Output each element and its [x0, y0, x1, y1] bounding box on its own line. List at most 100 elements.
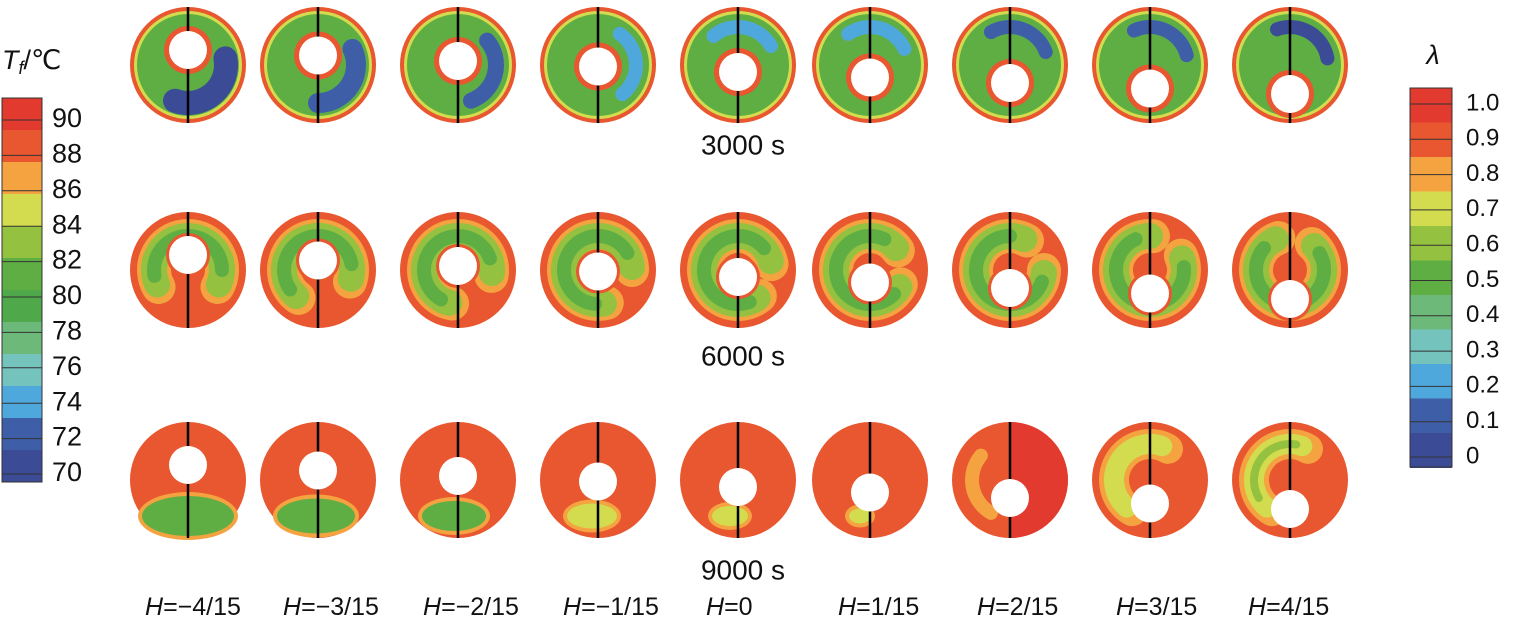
time-label: 9000 s: [701, 554, 785, 585]
variable: H: [423, 593, 442, 621]
cold-region: [462, 32, 504, 109]
variable: H: [977, 593, 996, 621]
hole: [1271, 75, 1309, 113]
colorbar-segment: [1410, 295, 1452, 330]
hole: [1131, 274, 1169, 313]
colorbar-label: 0.9: [1466, 125, 1499, 152]
colorbar-segment: [1410, 88, 1452, 123]
colorbar-label: 78: [52, 316, 82, 346]
hole: [579, 252, 617, 291]
hole: [439, 457, 477, 495]
colorbar-label: 72: [52, 422, 82, 452]
colorbar-label: 1.0: [1466, 89, 1499, 116]
hole: [1131, 69, 1169, 108]
colorbar-frame: [1, 97, 43, 483]
colorbar-label: 0.8: [1466, 160, 1499, 187]
variable: H: [838, 593, 857, 621]
cool-blob: [567, 503, 617, 529]
hole: [1131, 484, 1169, 523]
cold-region: [1126, 20, 1194, 63]
value: =1/15: [856, 593, 919, 621]
column-label: H=2/15: [977, 593, 1058, 621]
colorbar-label: 0.1: [1466, 407, 1499, 434]
hole: [1271, 280, 1309, 318]
colorbar-label: 0.6: [1466, 231, 1499, 258]
hole: [579, 47, 617, 86]
ring-plot: [130, 7, 246, 123]
ring-plot: [1232, 422, 1348, 538]
colorbar-segment: [2, 354, 42, 387]
variable: H: [563, 593, 582, 621]
value: =−3/15: [301, 593, 379, 621]
colorbar-segment: [2, 226, 42, 259]
column-label: H=0: [706, 593, 753, 621]
colorbar-segment: [1410, 364, 1452, 399]
column-labels: H=−4/15 H=−3/15 H=−2/15 H=−1/15 H=0 H=1/15 H=2…: [145, 593, 1329, 621]
hole: [851, 263, 889, 302]
colorbar-segment: [2, 290, 42, 323]
colorbar-segment: [2, 322, 42, 355]
hole: [1271, 490, 1309, 528]
hole: [169, 446, 207, 484]
hole: [439, 42, 477, 80]
ring-plot: [812, 422, 928, 538]
value: =−1/15: [581, 593, 659, 621]
right-colorbar-title: λ: [1424, 40, 1439, 70]
colorbar-label: 84: [52, 209, 82, 239]
cool-core: [557, 229, 635, 311]
hole: [299, 241, 337, 280]
colorbar-segment: [1410, 329, 1452, 365]
colorbar-label: 0.5: [1466, 266, 1499, 293]
colorbar-label: 0: [1466, 442, 1479, 469]
variable: H: [1248, 593, 1267, 621]
value: =−2/15: [441, 593, 519, 621]
colorbar-segment: [2, 98, 42, 131]
ring-plot: [540, 212, 656, 328]
ring-plot: [952, 422, 1068, 538]
column-label: H=−2/15: [423, 593, 519, 621]
ring-plot: [400, 422, 516, 538]
colorbar-segment: [2, 450, 42, 483]
ring-plot: [400, 7, 516, 123]
cool-core: [417, 229, 497, 307]
cold-region: [308, 38, 366, 113]
cool-blob: [712, 506, 748, 526]
ring-plot: [680, 212, 796, 328]
time-label: 3000 s: [701, 129, 785, 160]
variable: H: [1116, 593, 1135, 621]
cold-region: [841, 20, 912, 56]
colorbar-segment: [2, 418, 42, 451]
unit: /℃: [24, 45, 62, 75]
colorbar-label: 74: [52, 386, 82, 416]
colorbar-label: 0.2: [1466, 372, 1499, 399]
ring-plot: [1092, 422, 1208, 538]
cold-region: [1270, 20, 1335, 66]
hole: [299, 36, 337, 75]
ring-plot: [540, 422, 656, 538]
colorbar-segment: [2, 258, 42, 291]
cool-blob: [849, 508, 871, 524]
colorbar-label: 82: [52, 245, 82, 275]
hole: [169, 31, 207, 69]
cold-region: [612, 26, 643, 102]
cold-region: [706, 20, 778, 53]
colorbar-label: 76: [52, 351, 82, 381]
colorbar-segment: [1410, 226, 1452, 261]
contour-plots: [130, 7, 1348, 540]
variable: H: [145, 593, 164, 621]
colorbar-segment: [1410, 191, 1452, 227]
value: =3/15: [1134, 593, 1197, 621]
variable: H: [706, 593, 725, 621]
ring-plot: [260, 212, 376, 328]
value: =4/15: [1266, 593, 1329, 621]
hole: [719, 53, 757, 91]
ring-plot: [130, 212, 246, 328]
colorbar-frame: [1409, 87, 1453, 468]
ring-plot: [540, 7, 656, 123]
variable: H: [283, 593, 302, 621]
subscript: f: [19, 58, 26, 78]
symbol: T: [2, 45, 21, 75]
column-label: H=−3/15: [283, 593, 379, 621]
